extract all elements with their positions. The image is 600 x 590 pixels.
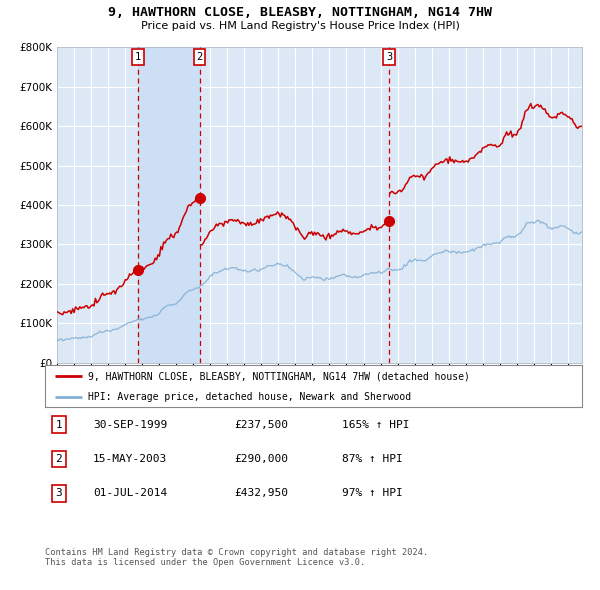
Bar <box>138 47 200 363</box>
Text: £432,950: £432,950 <box>234 489 288 498</box>
Text: 1: 1 <box>135 52 141 62</box>
Text: 9, HAWTHORN CLOSE, BLEASBY, NOTTINGHAM, NG14 7HW (detached house): 9, HAWTHORN CLOSE, BLEASBY, NOTTINGHAM, … <box>88 371 470 381</box>
Text: 9, HAWTHORN CLOSE, BLEASBY, NOTTINGHAM, NG14 7HW: 9, HAWTHORN CLOSE, BLEASBY, NOTTINGHAM, … <box>108 6 492 19</box>
Text: 1: 1 <box>55 420 62 430</box>
Text: Contains HM Land Registry data © Crown copyright and database right 2024.
This d: Contains HM Land Registry data © Crown c… <box>45 548 428 567</box>
Text: 15-MAY-2003: 15-MAY-2003 <box>93 454 167 464</box>
Text: 01-JUL-2014: 01-JUL-2014 <box>93 489 167 498</box>
Text: 97% ↑ HPI: 97% ↑ HPI <box>342 489 403 498</box>
Text: 3: 3 <box>55 489 62 498</box>
Text: £290,000: £290,000 <box>234 454 288 464</box>
Text: Price paid vs. HM Land Registry's House Price Index (HPI): Price paid vs. HM Land Registry's House … <box>140 21 460 31</box>
Text: 30-SEP-1999: 30-SEP-1999 <box>93 420 167 430</box>
Text: HPI: Average price, detached house, Newark and Sherwood: HPI: Average price, detached house, Newa… <box>88 392 411 402</box>
Text: 2: 2 <box>196 52 203 62</box>
Text: 87% ↑ HPI: 87% ↑ HPI <box>342 454 403 464</box>
Text: 3: 3 <box>386 52 392 62</box>
Text: £237,500: £237,500 <box>234 420 288 430</box>
Text: 165% ↑ HPI: 165% ↑ HPI <box>342 420 409 430</box>
Text: 2: 2 <box>55 454 62 464</box>
